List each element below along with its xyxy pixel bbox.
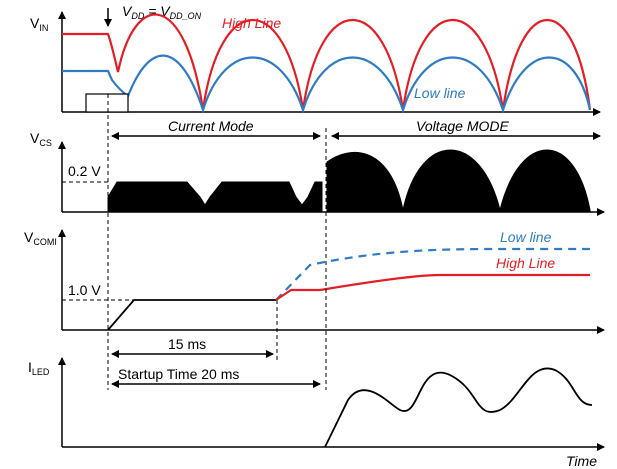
dashed-guides — [107, 94, 327, 390]
vin-low-line-wave — [62, 54, 592, 114]
high-line-label-comi: High Line — [496, 255, 555, 271]
low-line-label-comi: Low line — [500, 229, 552, 245]
vdd-annotation: VDD = VDD_ON — [122, 3, 202, 21]
high-line-label-top: High Line — [222, 15, 281, 31]
t15-label: 15 ms — [168, 336, 206, 352]
iled-waveform — [324, 367, 593, 448]
startup-box — [85, 93, 129, 113]
vcomi-label: VCOMI — [24, 229, 57, 247]
iled-label: ILED — [28, 359, 50, 377]
iled-axis — [58, 357, 605, 451]
low-line-label-top: Low line — [414, 85, 466, 101]
startup-label: Startup Time 20 ms — [118, 366, 239, 382]
voltage-mode-label: Voltage MODE — [416, 118, 510, 134]
vcomi-low-line-wave — [275, 247, 590, 301]
vcs-waveform — [107, 181, 323, 213]
vcomi-high-line-wave — [275, 273, 590, 301]
vcomi-startup — [107, 299, 276, 331]
vcs-level-label: 0.2 V — [68, 163, 101, 179]
vcomi-axis — [58, 229, 605, 334]
vin-high-line-wave — [62, 13, 592, 111]
vin-label: VIN — [30, 15, 48, 33]
time-label: Time — [566, 453, 597, 469]
vcs-label: VCS — [30, 130, 52, 148]
current-mode-label: Current Mode — [168, 118, 254, 134]
vin-axis — [58, 11, 601, 116]
vcomi-level-label: 1.0 V — [68, 282, 101, 298]
vcs-waveform-voltage-mode — [326, 149, 591, 213]
